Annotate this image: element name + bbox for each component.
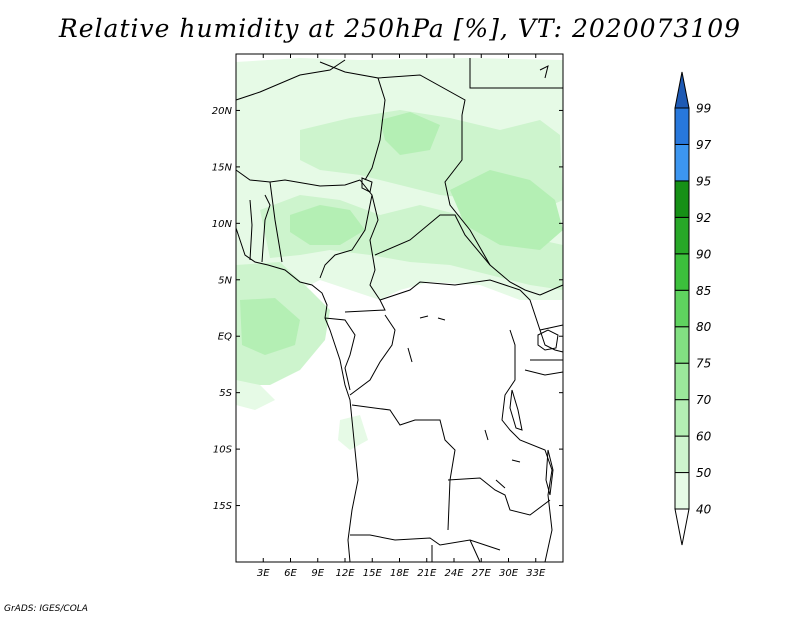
- latitude-axis: 20N 15N 10N 5N EQ 5S 10S 15S: [212, 106, 563, 512]
- colorbar: 40 50 60 70 75 80 85 90 92 95 97 99: [674, 71, 712, 546]
- border-libya-chad: [469, 58, 563, 89]
- colorbar-label: 40: [696, 503, 712, 517]
- longitude-axis: 3E 6E 9E 12E 15E 18E 21E 24E 27E 30E 33E: [257, 54, 546, 579]
- border-togo-benin: [261, 194, 271, 263]
- colorbar-segment: [674, 180, 690, 218]
- colorbar-segment: [674, 107, 690, 145]
- lon-tick-label: 21E: [417, 568, 437, 579]
- colorbar-segment: [674, 289, 690, 328]
- colorbar-segment: [674, 472, 690, 510]
- colorbar-segment: [674, 435, 690, 474]
- lon-tick-label: 3E: [257, 568, 270, 579]
- lat-tick-label: 15N: [212, 162, 233, 173]
- lake-chad: [361, 177, 373, 193]
- border-namibia: [350, 534, 501, 551]
- lon-tick-label: 15E: [363, 568, 383, 579]
- humidity-region-nile: [380, 112, 440, 155]
- border-ethiopia-south: [519, 284, 564, 331]
- lat-tick-label: 5N: [218, 275, 232, 286]
- colorbar-label: 85: [696, 284, 711, 298]
- colorbar-label: 60: [696, 430, 712, 444]
- lon-tick-label: 18E: [390, 568, 410, 579]
- colorbar-segment: [674, 362, 690, 401]
- colorbar-label: 92: [696, 211, 711, 225]
- border-sahara-north: [235, 59, 346, 101]
- colorbar-label: 80: [696, 320, 712, 334]
- humidity-region-east: [450, 170, 563, 250]
- colorbar-label: 70: [696, 393, 712, 407]
- lake-victoria: [537, 329, 559, 351]
- colorbar-segment: [674, 399, 690, 437]
- lon-tick-label: 6E: [284, 568, 297, 579]
- humidity-region-southwest: [236, 380, 275, 410]
- colorbar-label: 50: [696, 466, 712, 480]
- lat-tick-label: 10S: [213, 445, 233, 456]
- border-east-lakes: [501, 329, 553, 563]
- border-congo-drc: [349, 314, 396, 396]
- river-fragments: [407, 315, 521, 489]
- border-gabon-congo: [324, 317, 356, 391]
- colorbar-segment: [674, 253, 690, 291]
- lat-tick-label: 15S: [213, 501, 233, 512]
- red-sea-coast: [539, 65, 549, 79]
- border-niger-chad: [377, 74, 466, 116]
- lake-tanganyika: [509, 389, 523, 431]
- colorbar-label: 90: [696, 247, 712, 261]
- colorbar-label: 97: [696, 138, 712, 152]
- lat-tick-label: EQ: [218, 332, 232, 343]
- colorbar-segment: [674, 143, 690, 182]
- border-drc-angola: [351, 404, 456, 531]
- border-angola-zambia: [447, 477, 551, 516]
- lake-malawi: [545, 449, 554, 496]
- colorbar-lower-triangle: [674, 508, 690, 546]
- lon-tick-label: 27E: [472, 568, 492, 579]
- border-chad-sudan: [444, 115, 491, 266]
- lon-tick-label: 30E: [499, 568, 519, 579]
- lon-tick-label: 24E: [444, 568, 464, 579]
- border-burkina-ghana: [235, 169, 361, 187]
- coastline-west-africa: [235, 227, 359, 563]
- humidity-region-central: [290, 205, 365, 245]
- lon-tick-label: 33E: [526, 568, 546, 579]
- country-borders: [235, 58, 564, 563]
- colorbar-segment: [674, 326, 690, 364]
- lat-tick-label: 5S: [219, 388, 232, 399]
- humidity-shading: [236, 58, 563, 450]
- border-uganda-kenya: [524, 329, 564, 376]
- colorbar-label: 95: [696, 174, 711, 188]
- colorbar-label: 75: [696, 357, 711, 371]
- border-cameroon: [344, 194, 386, 313]
- colorbar-segment: [674, 216, 690, 255]
- lon-tick-label: 9E: [311, 568, 324, 579]
- colorbar-label: 99: [696, 102, 711, 116]
- border-car-congo: [379, 279, 521, 301]
- humidity-region-coast: [240, 298, 300, 355]
- map-title: Relative humidity at 250hPa [%], VT: 202…: [58, 14, 742, 43]
- border-mali-niger: [319, 61, 386, 181]
- border-car: [374, 214, 541, 296]
- lon-tick-label: 12E: [335, 568, 355, 579]
- lat-tick-label: 20N: [212, 106, 233, 117]
- border-ghana-togo: [249, 199, 253, 261]
- border-botswana: [431, 539, 481, 563]
- lat-tick-label: 10N: [212, 219, 233, 230]
- colorbar-upper-triangle: [674, 71, 690, 109]
- grads-credit: GrADS: IGES/COLA: [4, 604, 88, 614]
